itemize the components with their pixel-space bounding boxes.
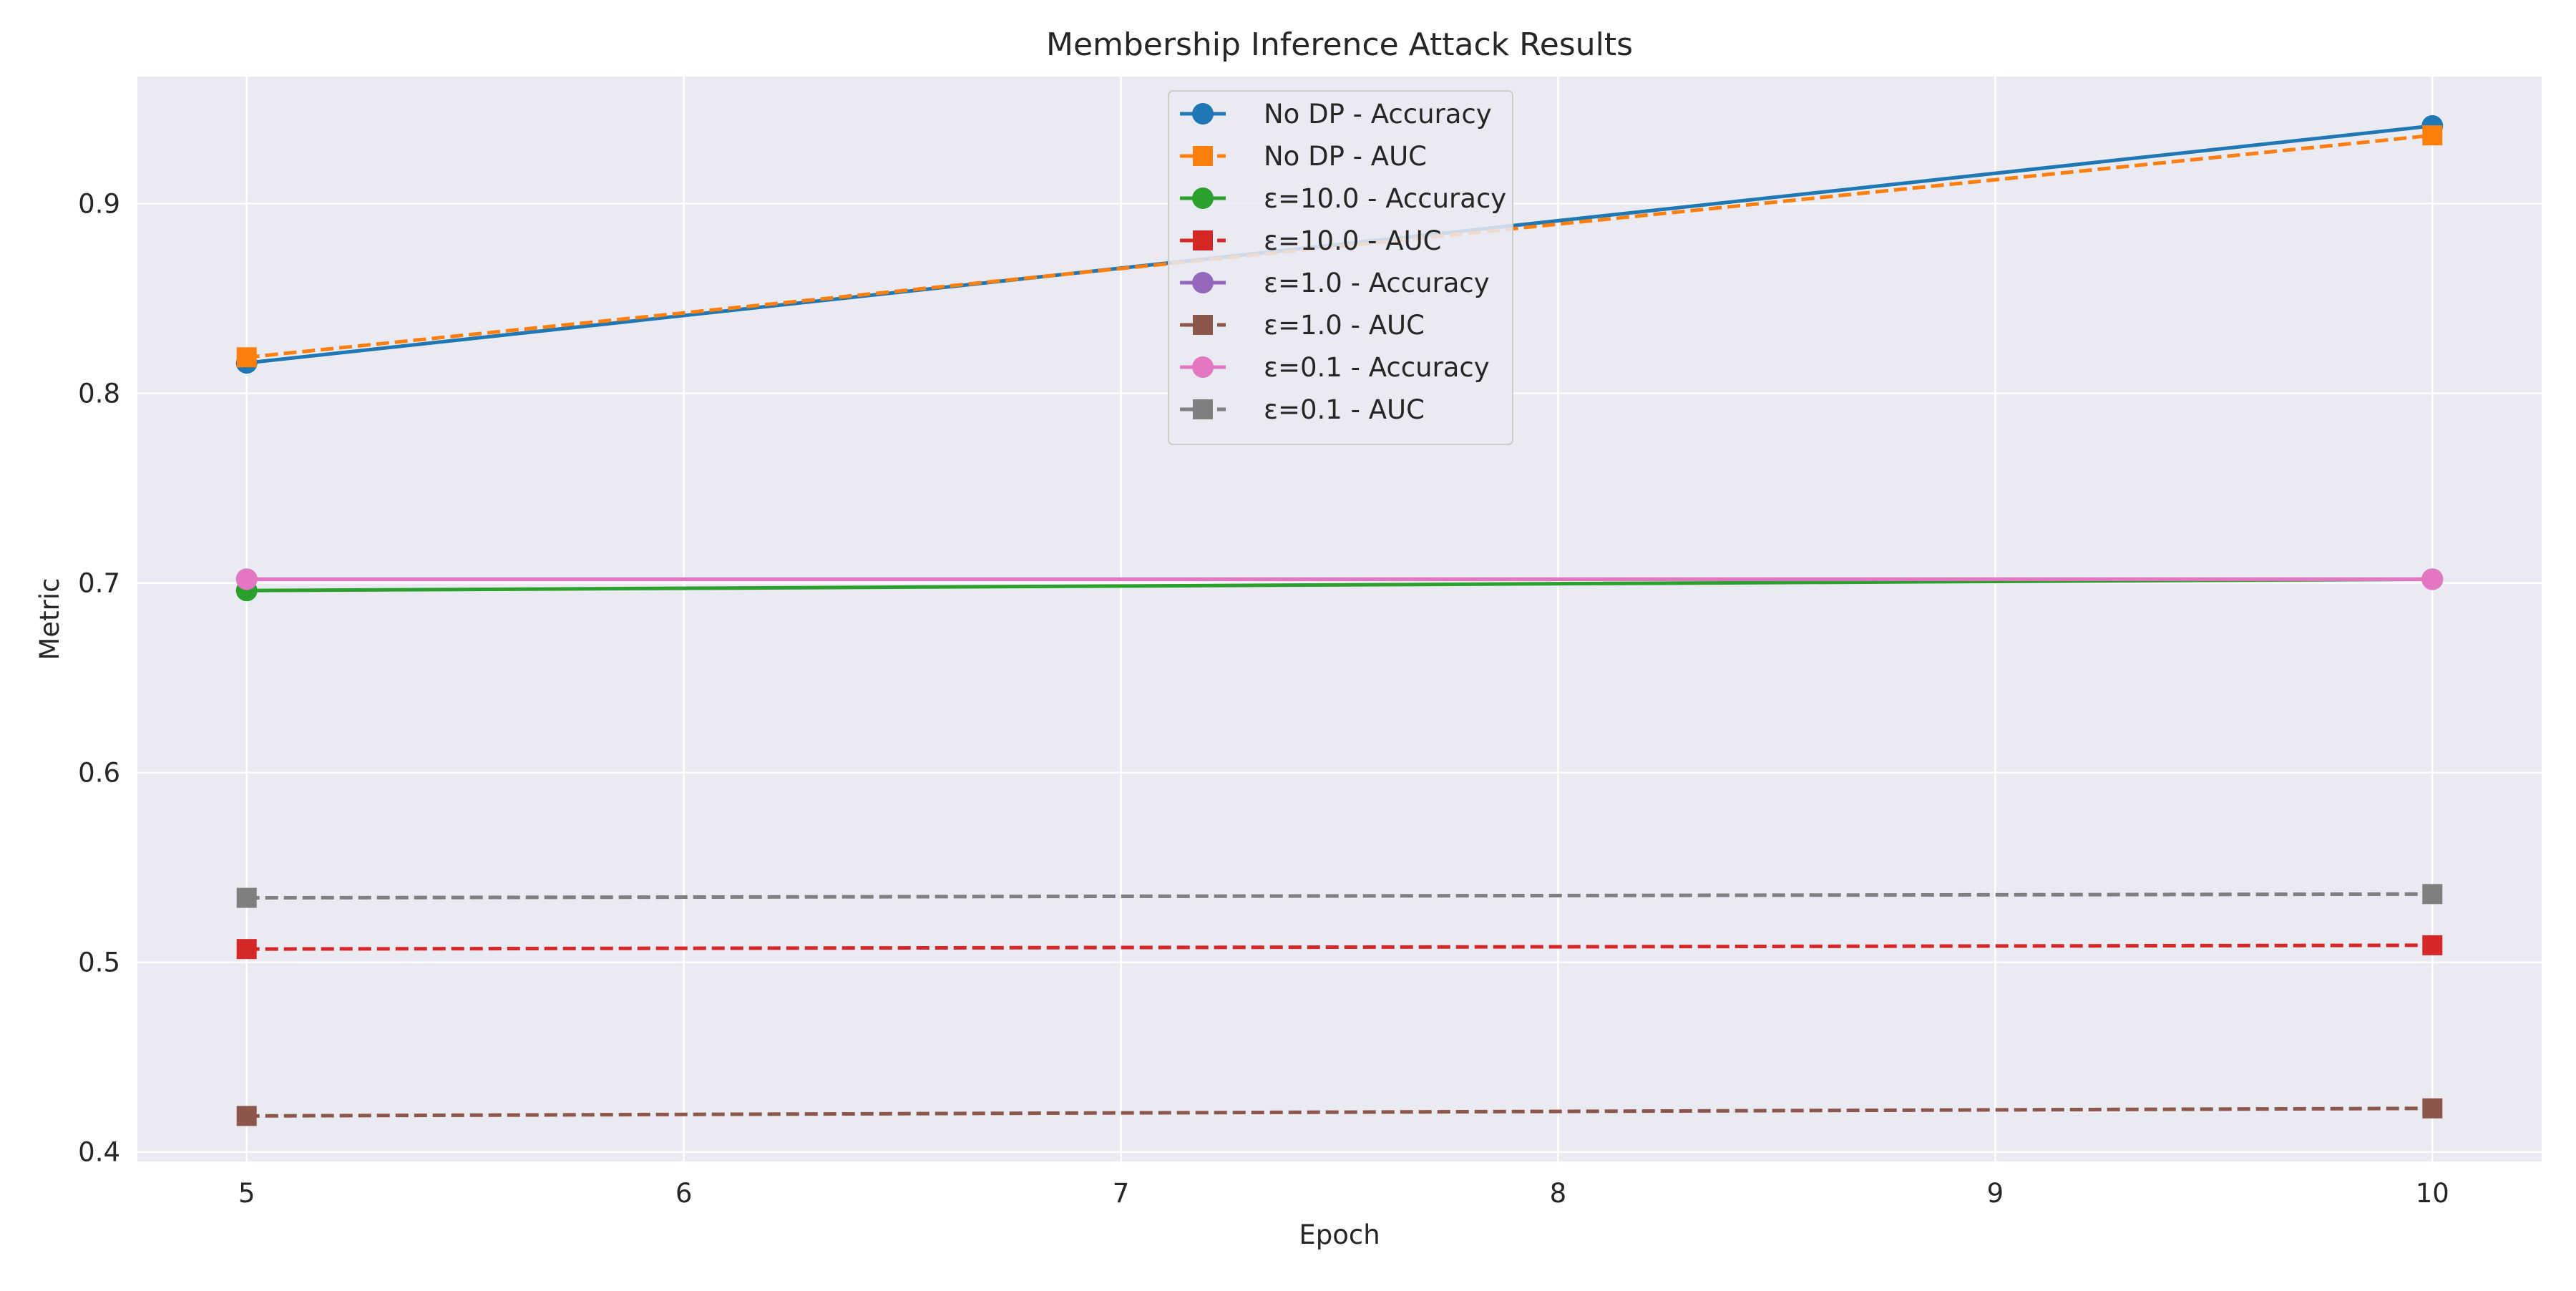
x-tick-label: 8 [1550, 1178, 1567, 1209]
series-3 [236, 935, 2443, 960]
x-tick-label: 7 [1113, 1178, 1130, 1209]
legend-item: No DP - AUC [1180, 141, 1427, 172]
legend: No DP - Accuracy No DP - AUC ε=10.0 - Accu… [1168, 90, 1513, 445]
legend-label: ε=10.0 - Accuracy [1264, 183, 1506, 214]
chart-title: Membership Inference Attack Results [1046, 26, 1633, 63]
x-tick-label: 10 [2416, 1178, 2449, 1209]
x-tick-label: 5 [238, 1178, 255, 1209]
legend-item: ε=0.1 - AUC [1180, 394, 1425, 425]
data-point [2422, 884, 2443, 905]
legend-swatch-marker [1192, 187, 1214, 209]
legend-swatch-marker [1192, 272, 1214, 293]
data-point [2421, 568, 2444, 590]
legend-label: ε=1.0 - Accuracy [1264, 268, 1490, 298]
legend-label: ε=10.0 - AUC [1264, 225, 1442, 256]
legend-label: ε=1.0 - AUC [1264, 310, 1425, 341]
legend-item: ε=1.0 - Accuracy [1180, 268, 1490, 298]
legend-swatch-marker [1193, 399, 1213, 419]
y-axis-label: Metric [34, 578, 65, 660]
legend-item: ε=10.0 - AUC [1180, 225, 1442, 256]
series-5 [236, 1098, 2443, 1126]
y-tick-label: 0.6 [78, 758, 120, 789]
series-line [246, 577, 2433, 593]
data-point [2422, 125, 2443, 146]
legend-swatch-marker [1192, 103, 1214, 125]
data-point [2422, 935, 2443, 955]
legend-item: ε=0.1 - Accuracy [1180, 352, 1490, 383]
data-point [236, 887, 257, 908]
legend-label: No DP - Accuracy [1264, 99, 1492, 130]
legend-swatch-marker [1192, 356, 1214, 378]
legend-swatch-marker [1193, 230, 1213, 250]
x-axis-label: Epoch [1299, 1219, 1380, 1250]
series-line [246, 892, 2433, 900]
tick-labels: 5 6 7 8 9 10 0.4 0.5 0.6 0.7 0.8 0.9 [78, 189, 2449, 1209]
x-tick-label: 6 [675, 1178, 693, 1209]
series-line [246, 943, 2433, 951]
legend-swatch-marker [1193, 146, 1213, 166]
data-point [2422, 1098, 2443, 1119]
data-point [236, 347, 257, 368]
legend-label: No DP - AUC [1264, 141, 1427, 172]
legend-label: ε=0.1 - AUC [1264, 394, 1425, 425]
legend-box [1168, 90, 1513, 445]
legend-item: ε=10.0 - Accuracy [1180, 183, 1506, 214]
y-tick-label: 0.4 [78, 1137, 120, 1168]
legend-label: ε=0.1 - Accuracy [1264, 352, 1490, 383]
data-point [236, 939, 257, 960]
legend-swatch-marker [1193, 315, 1213, 335]
y-tick-label: 0.8 [78, 379, 120, 409]
y-tick-label: 0.7 [78, 568, 120, 599]
data-point [236, 1106, 257, 1126]
series-7 [236, 884, 2443, 908]
y-tick-label: 0.5 [78, 947, 120, 978]
legend-item: No DP - Accuracy [1180, 99, 1492, 130]
x-tick-label: 9 [1987, 1178, 2004, 1209]
legend-item: ε=1.0 - AUC [1180, 310, 1425, 341]
y-tick-label: 0.9 [78, 189, 120, 220]
series-6 [235, 568, 2444, 590]
series-line [246, 1106, 2433, 1118]
data-point [235, 568, 258, 590]
